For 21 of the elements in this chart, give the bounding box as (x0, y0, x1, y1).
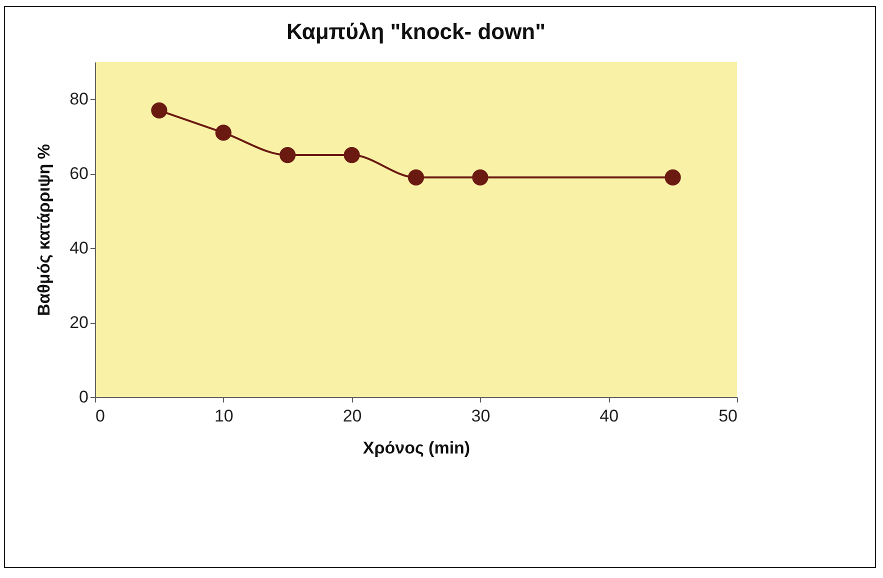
chart-title: Καμπύλη "knock- down" (286, 19, 546, 44)
point (215, 124, 232, 141)
x-tick-label: 20 (342, 406, 362, 426)
y-axis-title: Βαθμός κατάρριψη % (34, 144, 54, 316)
y-tick-label: 40 (70, 238, 88, 258)
y-tick-label: 20 (70, 313, 88, 332)
y-tick-label: 80 (70, 90, 88, 109)
x-tick-label: 40 (600, 406, 619, 426)
x-tick-label: 50 (718, 406, 738, 426)
x-tick-label: 30 (471, 406, 490, 426)
x-axis-title: Χρόνος (min) (362, 438, 470, 458)
y-tick-label: 0 (79, 388, 88, 406)
y-tick-label: 60 (70, 164, 88, 184)
point (344, 147, 360, 164)
point (151, 102, 168, 118)
point (408, 169, 424, 186)
point (664, 169, 681, 186)
x-tick-label: 10 (214, 406, 234, 426)
point (472, 169, 488, 186)
point (280, 147, 296, 164)
x-tick-label: 0 (96, 406, 105, 426)
